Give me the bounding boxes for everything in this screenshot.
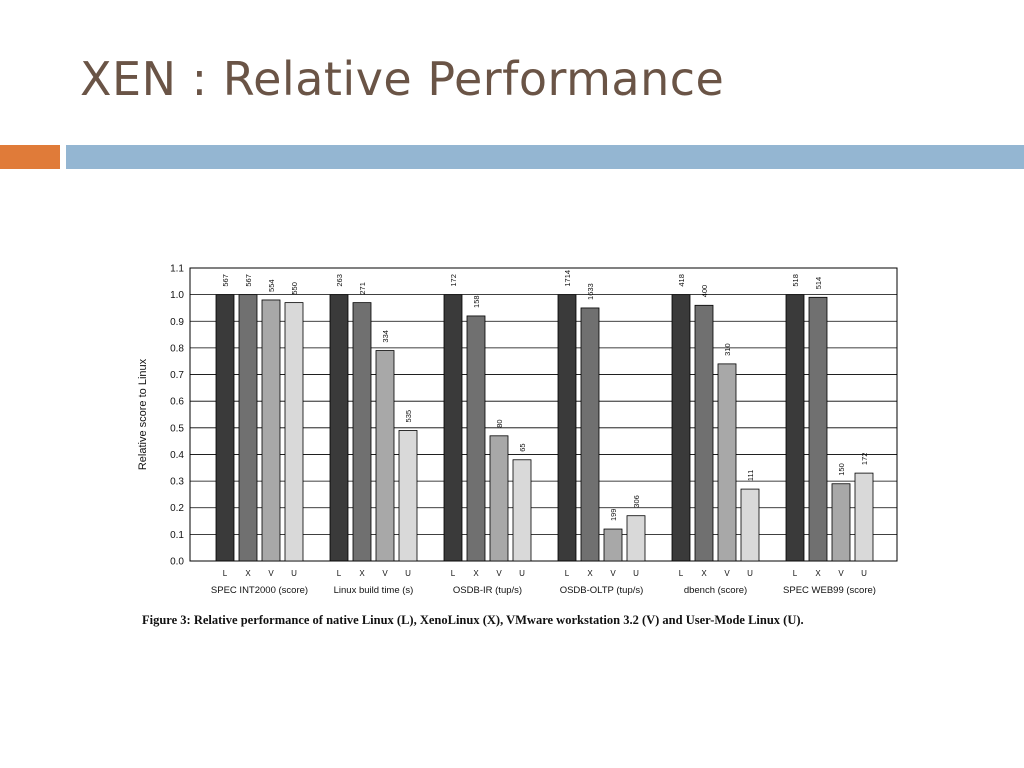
x-sub-tick-label: X	[587, 569, 593, 578]
x-sub-tick-label: U	[519, 569, 525, 578]
bar-value-label: 111	[746, 470, 755, 481]
x-group-label: dbench (score)	[684, 585, 747, 596]
x-sub-tick-label: L	[679, 569, 684, 578]
y-tick-label: 1.1	[170, 264, 184, 275]
x-sub-tick-label: V	[496, 569, 502, 578]
bar	[580, 307, 600, 562]
x-sub-tick-label: X	[815, 569, 821, 578]
x-sub-tick-label: U	[861, 569, 867, 578]
header-accent-band	[0, 145, 60, 169]
x-sub-tick-label: V	[838, 569, 844, 578]
x-sub-tick-label: X	[473, 569, 479, 578]
bar	[671, 294, 691, 562]
y-tick-label: 0.4	[170, 450, 184, 461]
y-tick-label: 0.2	[170, 503, 184, 514]
y-tick-label: 0.5	[170, 423, 184, 434]
y-axis-label: Relative score to Linux	[137, 358, 149, 470]
x-sub-tick-label: U	[633, 569, 639, 578]
bar	[215, 294, 235, 562]
bar-value-label: 158	[472, 295, 481, 308]
x-sub-tick-label: V	[268, 569, 274, 578]
bar	[785, 294, 805, 562]
figure-caption: Figure 3: Relative performance of native…	[142, 613, 804, 627]
y-tick-label: 1.0	[170, 290, 184, 301]
bar-value-label: 550	[290, 282, 299, 295]
x-sub-tick-label: U	[405, 569, 411, 578]
bar-value-label: 567	[244, 274, 253, 287]
x-group-label: OSDB-IR (tup/s)	[453, 585, 522, 596]
bar	[717, 363, 737, 562]
x-sub-tick-label: L	[223, 569, 228, 578]
header-band	[66, 145, 1024, 169]
y-tick-label: 0.7	[170, 370, 184, 381]
y-tick-label: 0.8	[170, 343, 184, 354]
y-tick-label: 0.0	[170, 557, 184, 568]
bar	[557, 294, 577, 562]
bar	[808, 296, 828, 562]
bar-value-label: 172	[860, 453, 869, 466]
slide-title: XEN : Relative Performance	[80, 52, 725, 106]
x-group-label: Linux build time (s)	[334, 585, 414, 596]
x-sub-tick-label: X	[359, 569, 365, 578]
bar	[261, 299, 281, 562]
x-sub-tick-label: V	[382, 569, 388, 578]
bar	[352, 302, 372, 562]
x-sub-tick-label: L	[451, 569, 456, 578]
bar-value-label: 271	[358, 282, 367, 295]
bar	[740, 488, 760, 562]
bar-value-label: 1633	[586, 283, 595, 300]
x-sub-tick-label: X	[701, 569, 707, 578]
bar-value-label: 418	[677, 274, 686, 287]
bar-value-label: 535	[404, 410, 413, 423]
bar-value-label: 518	[791, 274, 800, 287]
x-group-label: OSDB-OLTP (tup/s)	[560, 585, 644, 596]
y-tick-label: 0.9	[170, 317, 184, 328]
bar	[238, 294, 258, 562]
bar	[466, 315, 486, 562]
x-sub-tick-label: L	[337, 569, 342, 578]
bar	[512, 459, 532, 562]
x-sub-tick-label: U	[291, 569, 297, 578]
bar-value-label: 80	[495, 419, 504, 427]
bar	[603, 528, 623, 562]
plot-area	[189, 267, 898, 562]
bar-value-label: 199	[609, 509, 618, 522]
bar	[694, 304, 714, 562]
bar-value-label: 172	[449, 274, 458, 287]
y-tick-label: 0.3	[170, 477, 184, 488]
bar	[284, 302, 304, 562]
bar	[831, 483, 851, 562]
bar	[854, 472, 874, 562]
bar	[329, 294, 349, 562]
bar	[626, 515, 646, 562]
y-tick-label: 0.1	[170, 530, 184, 541]
bar-value-label: 567	[221, 274, 230, 287]
bar-value-label: 310	[723, 343, 732, 356]
x-sub-tick-label: L	[793, 569, 798, 578]
bar-value-label: 554	[267, 279, 276, 292]
bar-value-label: 1714	[563, 270, 572, 287]
bar	[489, 435, 509, 562]
bar-value-label: 334	[381, 330, 390, 343]
x-sub-tick-label: V	[610, 569, 616, 578]
bar	[398, 430, 418, 562]
x-sub-tick-label: U	[747, 569, 753, 578]
x-sub-tick-label: V	[724, 569, 730, 578]
bar-value-label: 65	[518, 443, 527, 451]
bar	[443, 294, 463, 562]
bar	[375, 350, 395, 562]
x-group-label: SPEC WEB99 (score)	[783, 585, 876, 596]
x-sub-tick-label: L	[565, 569, 570, 578]
bar-value-label: 400	[700, 285, 709, 298]
bar-value-label: 263	[335, 274, 344, 287]
bar-value-label: 306	[632, 495, 641, 508]
bar-value-label: 514	[814, 277, 823, 290]
x-sub-tick-label: X	[245, 569, 251, 578]
bar-value-label: 150	[837, 463, 846, 476]
x-group-label: SPEC INT2000 (score)	[211, 585, 308, 596]
y-tick-label: 0.6	[170, 397, 184, 408]
